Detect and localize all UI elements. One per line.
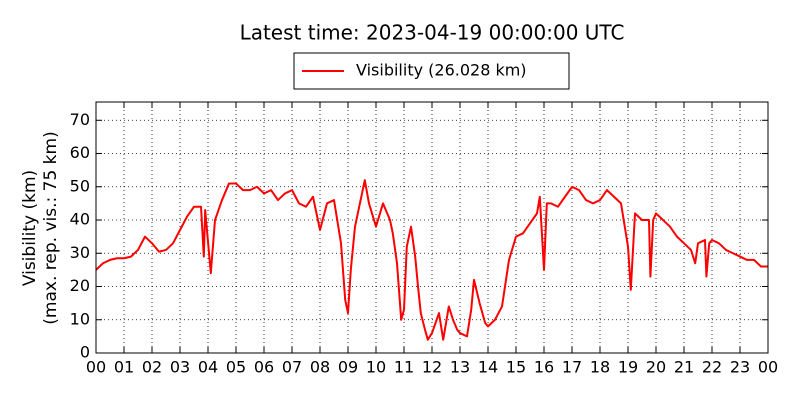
- x-tick-label: 21: [674, 358, 694, 377]
- chart-title: Latest time: 2023-04-19 00:00:00 UTC: [240, 21, 625, 45]
- x-tick-label: 18: [590, 358, 610, 377]
- x-tick-label: 02: [142, 358, 162, 377]
- x-tick-label: 00: [86, 358, 106, 377]
- x-tick-label: 14: [478, 358, 498, 377]
- x-tick-label: 08: [310, 358, 330, 377]
- y-tick-label: 60: [70, 143, 90, 162]
- x-tick-label: 07: [282, 358, 302, 377]
- x-tick-label: 22: [702, 358, 722, 377]
- y-tick-label: 20: [70, 276, 90, 295]
- x-tick-label: 20: [646, 358, 666, 377]
- x-tick-label: 10: [366, 358, 386, 377]
- x-tick-label: 23: [730, 358, 750, 377]
- x-tick-label: 04: [198, 358, 218, 377]
- x-tick-label: 01: [114, 358, 134, 377]
- x-tick-label: 19: [618, 358, 638, 377]
- x-tick-label: 09: [338, 358, 358, 377]
- x-tick-label: 05: [226, 358, 246, 377]
- y-tick-label: 10: [70, 309, 90, 328]
- x-tick-label: 00: [758, 358, 778, 377]
- y-tick-label: 70: [70, 110, 90, 129]
- x-tick-label: 03: [170, 358, 190, 377]
- y-axis-label: Visibility (km): [20, 170, 40, 286]
- x-tick-label: 06: [254, 358, 274, 377]
- y-tick-label: 40: [70, 210, 90, 229]
- x-tick-label: 12: [422, 358, 442, 377]
- x-tick-label: 16: [534, 358, 554, 377]
- y-axis-label: (max. rep. vis.: 75 km): [41, 131, 61, 324]
- x-tick-label: 13: [450, 358, 470, 377]
- legend-label: Visibility (26.028 km): [356, 61, 527, 80]
- x-tick-label: 17: [562, 358, 582, 377]
- plot-frame: [95, 101, 769, 354]
- x-tick-label: 15: [506, 358, 526, 377]
- y-tick-label: 0: [80, 343, 90, 362]
- x-tick-label: 11: [394, 358, 414, 377]
- data-line: [95, 179, 768, 341]
- y-tick-label: 30: [70, 243, 90, 262]
- y-tick-label: 50: [70, 176, 90, 195]
